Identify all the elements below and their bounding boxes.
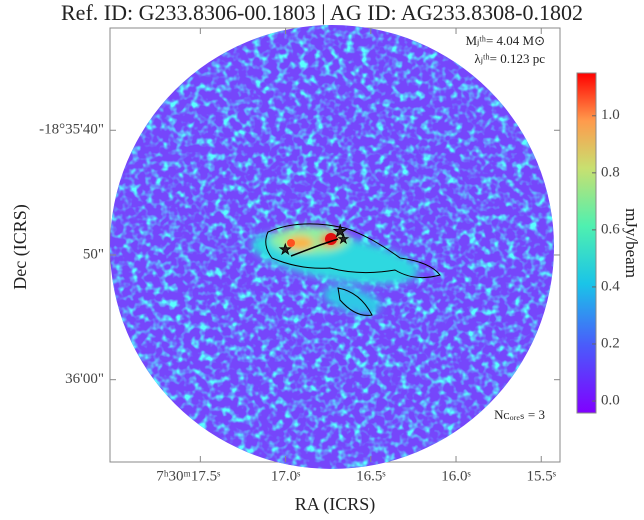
x-tick-label: 15.5ˢ — [527, 468, 556, 484]
y-tick-label: -18°35'40" — [39, 122, 104, 138]
colorbar-tick-label: 0.4 — [601, 278, 620, 294]
y-tick-label: 50" — [83, 246, 104, 262]
svg-text:★: ★ — [338, 232, 349, 246]
colorbar-label: mJy/beam — [622, 208, 641, 278]
x-tick-label: 16.5ˢ — [356, 468, 385, 484]
svg-text:★: ★ — [333, 224, 347, 241]
annotation: Mⱼᵗʰ= 4.04 M⊙ — [465, 33, 545, 48]
colorbar-tick-label: 0.8 — [601, 164, 620, 180]
x-tick-label: 17.0ˢ — [271, 468, 300, 484]
chart-title: Ref. ID: G233.8306-00.1803 | AG ID: AG23… — [61, 0, 583, 25]
x-tick-label: 16.0ˢ — [441, 468, 470, 484]
x-axis-label: RA (ICRS) — [295, 494, 376, 515]
colorbar-tick-label: 1.0 — [601, 107, 620, 123]
colorbar-tick-label: 0.2 — [601, 335, 620, 351]
annotation: Nᴄₒᵣₑₛ = 3 — [494, 407, 545, 422]
map: ★ ★ ★ — [110, 25, 554, 469]
colorbar-tick-label: 0.6 — [601, 221, 620, 237]
x-tick-label: 7ʰ30ᵐ17.5ˢ — [156, 468, 220, 484]
annotation: λⱼᵗʰ= 0.123 pc — [474, 51, 545, 66]
colorbar-tick-label: 0.0 — [601, 392, 620, 408]
colorbar — [576, 72, 597, 414]
y-axis-label: Dec (ICRS) — [10, 204, 31, 289]
y-tick-label: 36'00" — [65, 371, 104, 387]
svg-text:★: ★ — [279, 243, 292, 258]
